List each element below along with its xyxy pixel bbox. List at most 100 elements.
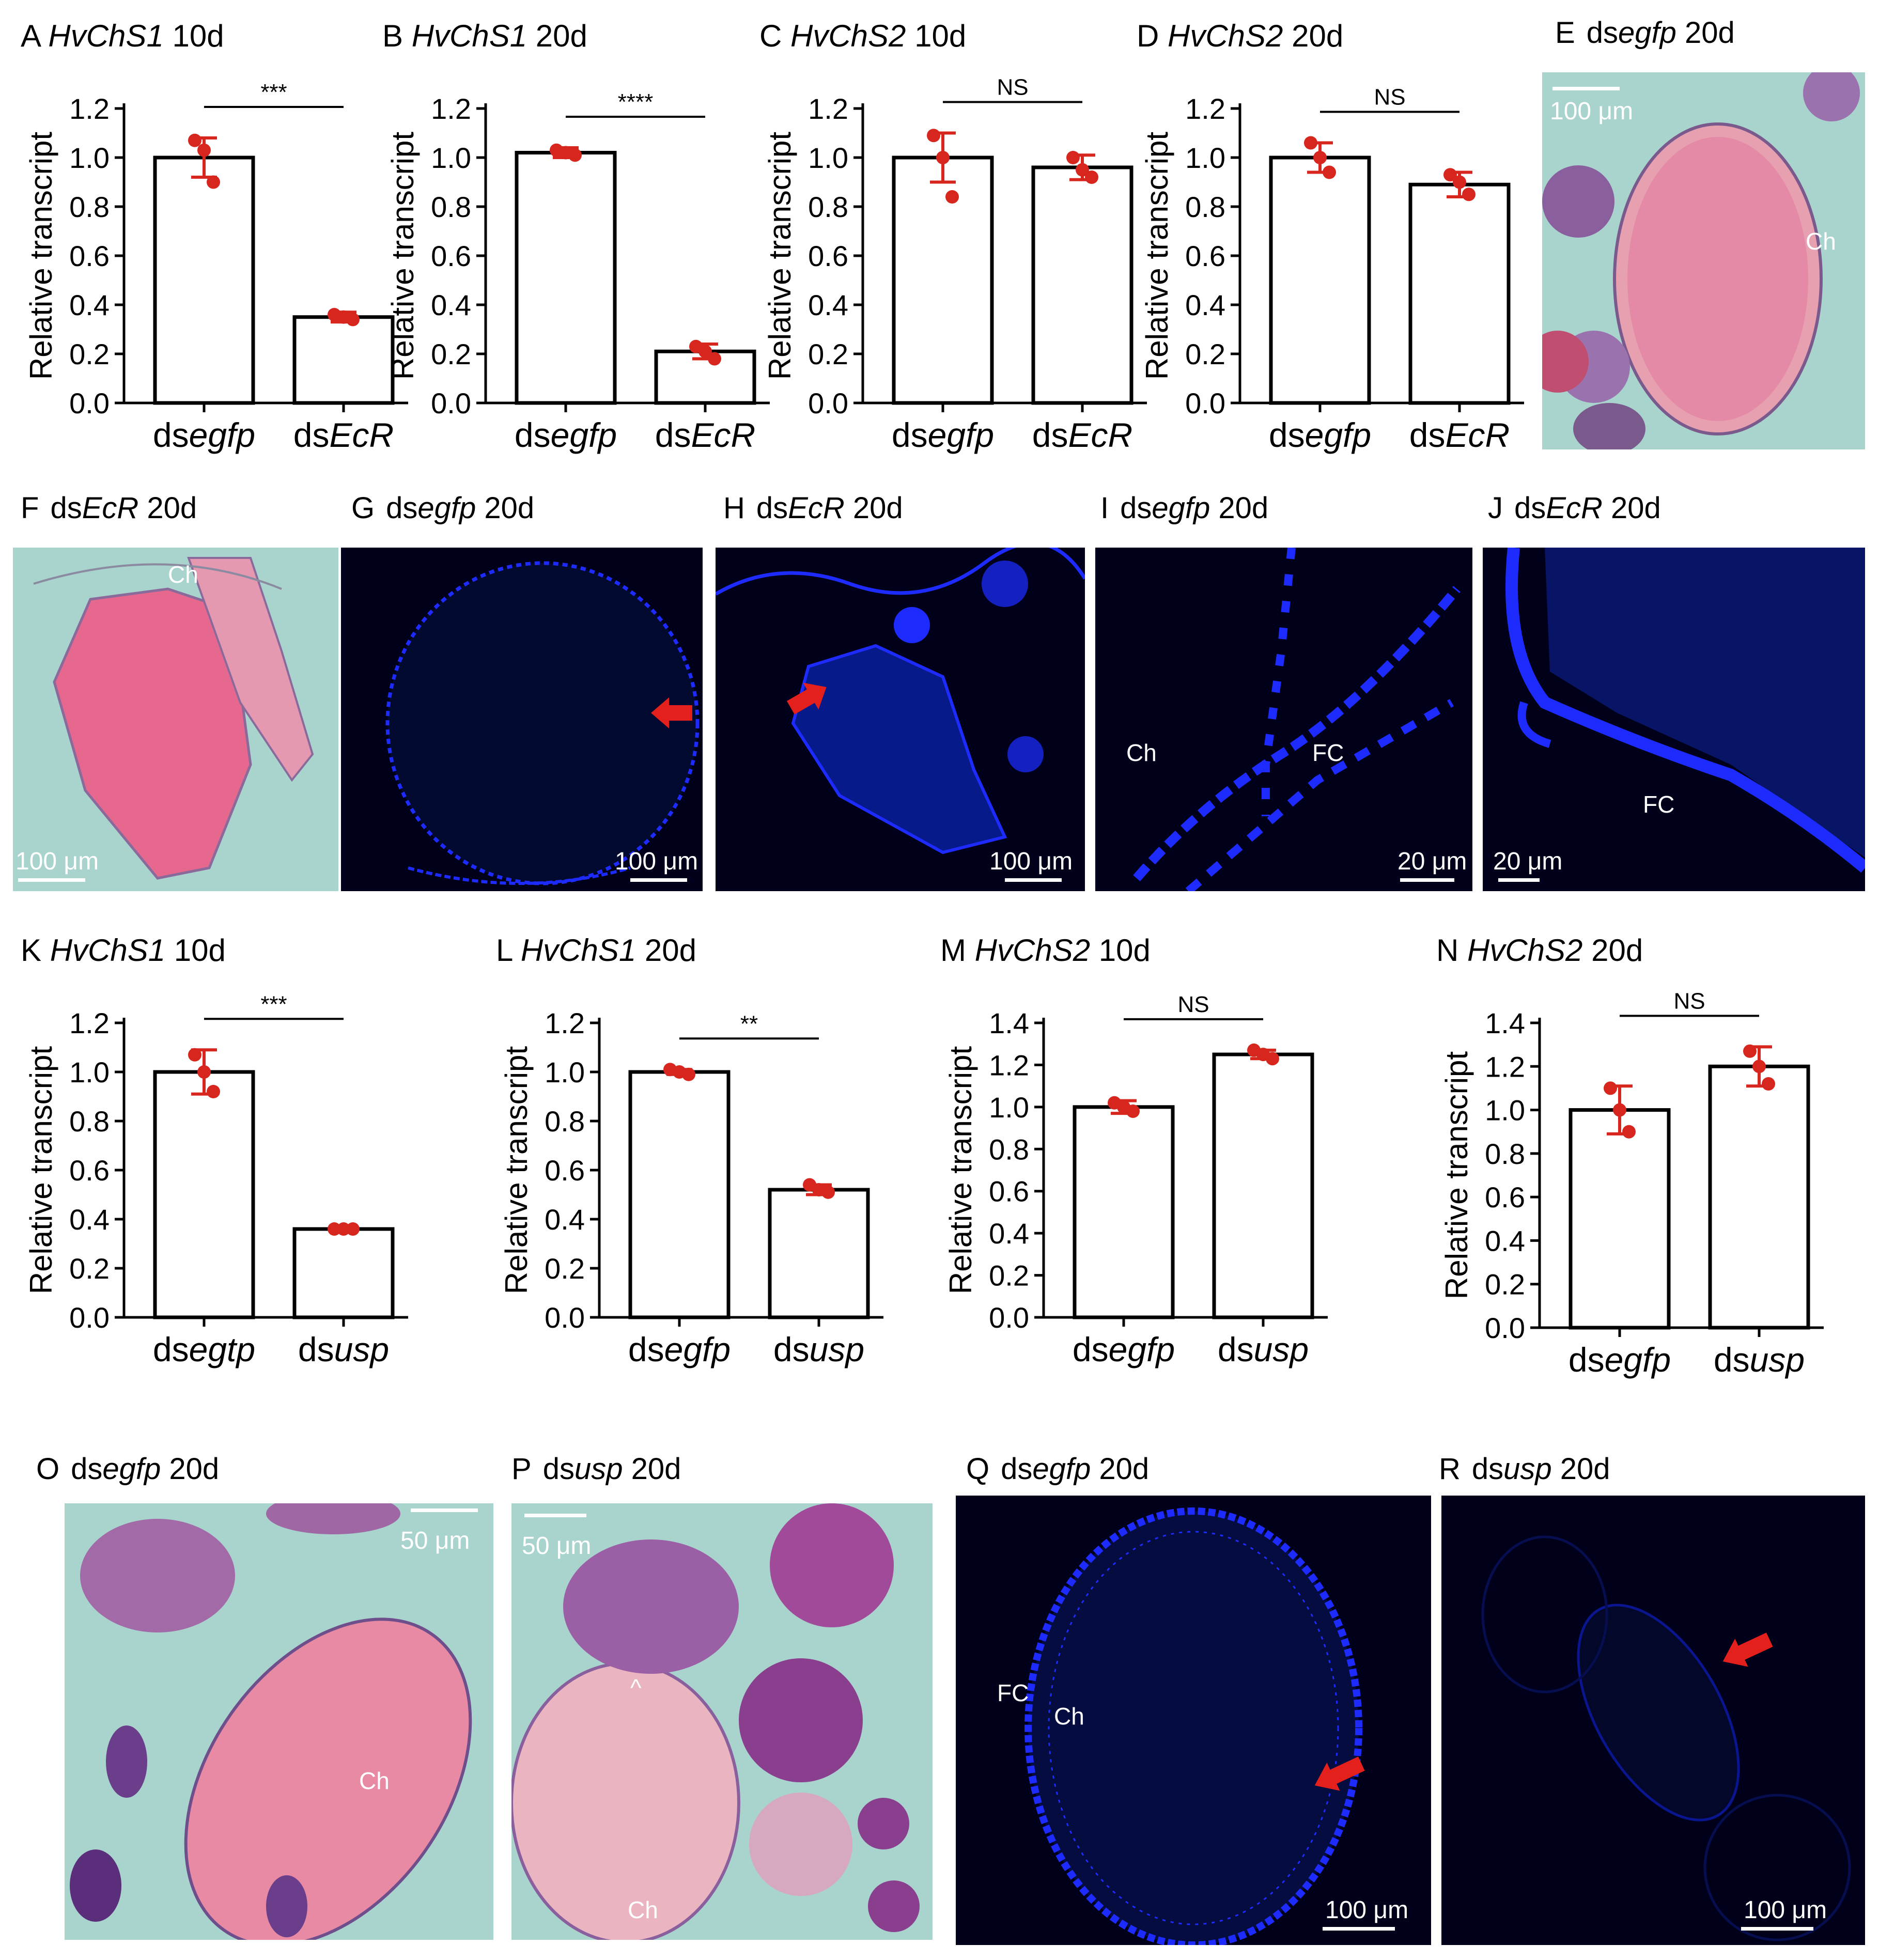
significance-label: NS: [1177, 992, 1209, 1017]
micrograph-E-drawing: [1542, 72, 1860, 449]
panel-letter: N: [1436, 933, 1467, 968]
x-tick-prefix: ds: [293, 416, 330, 454]
y-axis-label: Relative transcript: [24, 132, 58, 380]
significance-label: ***: [260, 991, 287, 1017]
scale-bar: [1498, 878, 1540, 882]
panel-A-chart: A HvChS1 10d 0.0 0.2 0.4 0.6 0.8 1.0 1.2 Relativ…: [21, 10, 408, 475]
scale-bar: [1552, 87, 1620, 90]
red-arrow-icon: [786, 682, 827, 714]
y-tick-label: 1.0: [545, 1056, 585, 1088]
bar: [515, 151, 617, 405]
x-tick-label: dsEcR: [1409, 416, 1510, 454]
micrograph-P-drawing: [511, 1503, 920, 1940]
y-tick-label: 1.2: [1485, 1050, 1525, 1083]
chart-svg: B HvChS1 20d 0.0 0.2 0.4 0.6 0.8 1.0 1.2 Relativ…: [382, 19, 770, 454]
y-tick-label: 1.0: [1185, 142, 1225, 174]
data-point: [821, 1185, 835, 1199]
chart-svg: C HvChS2 10d 0.0 0.2 0.4 0.6 0.8 1.0 1.2 Relativ…: [759, 19, 1147, 454]
significance-label: ****: [618, 89, 654, 115]
bar: [1073, 1105, 1175, 1319]
x-tick-label: dsusp: [773, 1330, 864, 1368]
y-tick-label: 1.0: [69, 1056, 110, 1088]
y-tick-label: 0.8: [431, 191, 471, 223]
y-tick-label: 0.6: [989, 1175, 1029, 1208]
gene-name: HvChS2: [790, 19, 906, 53]
panel-title: D HvChS2 20d: [1137, 19, 1343, 53]
y-tick-label: 0.4: [69, 1203, 110, 1236]
gene-name: HvChS2: [1467, 933, 1582, 968]
x-tick-label: dsegfp: [153, 416, 255, 454]
x-tick-prefix: ds: [1032, 416, 1068, 454]
x-tick-prefix: ds: [153, 1330, 189, 1368]
chart-svg: D HvChS2 20d 0.0 0.2 0.4 0.6 0.8 1.0 1.2 Relativ…: [1137, 19, 1524, 454]
chart-svg: M HvChS2 10d 0.0 0.2 0.4 0.6 0.8 1.0 1.2 1.4 Rela…: [940, 933, 1328, 1368]
micrograph-Q-drawing: [1024, 1507, 1362, 1945]
x-tick-name: usp: [810, 1330, 864, 1368]
y-axis-label: Relative transcript: [385, 132, 420, 380]
day-label: 20d: [1283, 19, 1343, 53]
panel-C-chart: C HvChS2 10d 0.0 0.2 0.4 0.6 0.8 1.0 1.2 Relativ…: [759, 10, 1147, 475]
day-label: 20d: [636, 933, 696, 968]
x-tick-label: dsegtp: [153, 1330, 255, 1368]
bar: [153, 1070, 255, 1319]
scale-bar-label: 50 μm: [522, 1532, 592, 1560]
panel-letter: M: [940, 933, 975, 968]
data-point: [197, 1065, 211, 1079]
x-tick-name: EcR: [1446, 416, 1510, 454]
scale-bar: [411, 1508, 478, 1512]
data-point: [328, 1222, 341, 1236]
y-tick-label: 0.6: [808, 240, 848, 272]
annot-Ch: Ch: [1806, 228, 1836, 255]
x-tick-label: dsegfp: [892, 416, 994, 454]
y-axis-label: Relative transcript: [24, 1046, 58, 1295]
data-point: [1622, 1125, 1636, 1139]
y-axis-label: Relative transcript: [1439, 1051, 1474, 1300]
x-tick-label: dsegfp: [1073, 1330, 1175, 1368]
day-label: 10d: [906, 19, 966, 53]
data-point: [1743, 1044, 1757, 1058]
panel-letter: D: [1137, 19, 1168, 53]
data-point: [1066, 151, 1080, 164]
data-point: [1313, 151, 1327, 164]
data-point: [1453, 175, 1466, 189]
y-tick-label: 0.8: [808, 191, 848, 223]
scale-bar: [18, 878, 85, 882]
y-tick-label: 0.0: [69, 1301, 110, 1334]
y-tick-label: 0.6: [69, 1154, 110, 1187]
data-point: [698, 345, 712, 359]
significance-label: ***: [260, 80, 287, 105]
y-tick-label: 0.6: [545, 1154, 585, 1187]
panel-title: N HvChS2 20d: [1436, 933, 1643, 968]
y-tick-label: 1.2: [1185, 92, 1225, 125]
y-tick-label: 0.2: [1485, 1268, 1525, 1301]
significance-label: NS: [1673, 988, 1705, 1014]
x-tick-prefix: ds: [773, 1330, 810, 1368]
bar: [1708, 1064, 1810, 1330]
significance-label: NS: [1374, 85, 1405, 110]
gene-name: HvChS2: [1168, 19, 1283, 53]
x-tick-prefix: ds: [1269, 416, 1305, 454]
scale-bar-label: 100 μm: [615, 848, 698, 875]
data-point: [346, 313, 360, 326]
x-tick-prefix: ds: [1714, 1341, 1750, 1379]
y-tick-label: 0.4: [808, 289, 848, 321]
scale-bar: [1323, 1927, 1395, 1931]
y-tick-label: 0.2: [808, 338, 848, 370]
significance-label: **: [740, 1011, 758, 1036]
data-point: [1076, 163, 1089, 177]
x-tick-name: usp: [334, 1330, 389, 1368]
y-tick-label: 1.0: [989, 1091, 1029, 1124]
y-tick-label: 0.2: [431, 338, 471, 370]
x-tick-prefix: ds: [628, 1330, 664, 1368]
data-point: [1462, 188, 1476, 201]
micrograph-G: 100 μm: [341, 548, 703, 891]
y-tick-label: 0.0: [808, 387, 848, 419]
y-tick-label: 0.2: [545, 1252, 585, 1285]
micrograph-P: 50 μm ^ Ch: [511, 1503, 933, 1940]
y-tick-label: 0.8: [69, 191, 110, 223]
scale-bar-label: 50 μm: [400, 1527, 470, 1554]
panel-title: L HvChS1 20d: [496, 933, 696, 968]
